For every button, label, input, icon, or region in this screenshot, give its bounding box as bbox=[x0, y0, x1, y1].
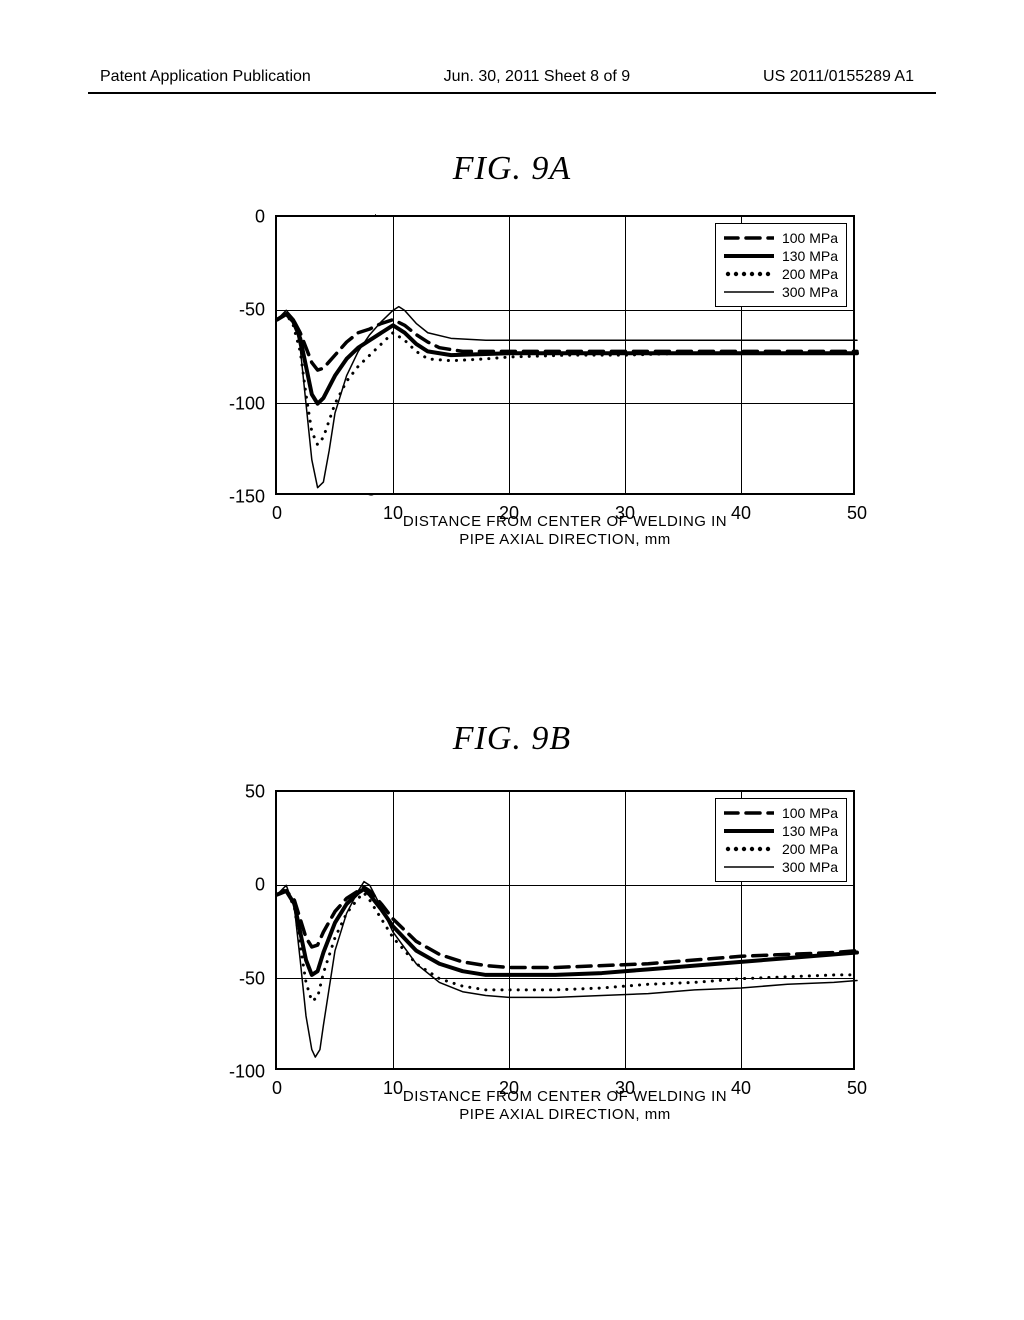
fig-9a-xlabel-line2: PIPE AXIAL DIRECTION, mm bbox=[459, 531, 670, 548]
legend-label: 200 MPa bbox=[782, 841, 838, 857]
legend-row: 100 MPa bbox=[724, 804, 838, 822]
fig-9b-plot-area: 01020304050500-50-100100 MPa130 MPa200 M… bbox=[275, 790, 855, 1070]
legend-row: 200 MPa bbox=[724, 840, 838, 858]
legend-label: 300 MPa bbox=[782, 284, 838, 300]
xtick-label: 40 bbox=[731, 1078, 751, 1099]
legend-row: 130 MPa bbox=[724, 822, 838, 840]
legend-label: 100 MPa bbox=[782, 230, 838, 246]
fig-9b-xlabel-line1: DISTANCE FROM CENTER OF WELDING IN bbox=[403, 1088, 727, 1105]
fig-9a-plot-area: 010203040500-50-100-150100 MPa130 MPa200… bbox=[275, 215, 855, 495]
legend: 100 MPa 130 MPa 200 MPa 300 MPa bbox=[715, 798, 847, 882]
ytick-label: 0 bbox=[255, 207, 265, 228]
header-left: Patent Application Publication bbox=[100, 68, 311, 86]
legend-row: 300 MPa bbox=[724, 858, 838, 876]
ytick-label: -150 bbox=[229, 487, 265, 508]
fig-9b-title-block: FIG. 9B bbox=[0, 720, 1024, 758]
fig-9b-chart: RESIDUAL STRESS IN PIPE AXIAL DIRECTION,… bbox=[275, 790, 855, 1070]
xtick-label: 40 bbox=[731, 503, 751, 524]
legend-swatch bbox=[724, 842, 774, 856]
fig-9a-title: FIG. 9A bbox=[453, 150, 571, 187]
header-rule bbox=[88, 92, 936, 94]
page-header: Patent Application Publication Jun. 30, … bbox=[0, 68, 1024, 86]
ytick-label: 50 bbox=[245, 782, 265, 803]
legend-swatch bbox=[724, 824, 774, 838]
ytick-label: -100 bbox=[229, 393, 265, 414]
legend-row: 300 MPa bbox=[724, 283, 838, 301]
legend-swatch bbox=[724, 285, 774, 299]
xtick-label: 0 bbox=[272, 503, 282, 524]
legend-swatch bbox=[724, 806, 774, 820]
header-center: Jun. 30, 2011 Sheet 8 of 9 bbox=[444, 68, 631, 86]
xtick-label: 10 bbox=[383, 1078, 403, 1099]
legend-label: 130 MPa bbox=[782, 823, 838, 839]
legend-label: 200 MPa bbox=[782, 266, 838, 282]
legend-label: 130 MPa bbox=[782, 248, 838, 264]
ytick-label: 0 bbox=[255, 875, 265, 896]
fig-9b-xlabel-line2: PIPE AXIAL DIRECTION, mm bbox=[459, 1106, 670, 1123]
fig-9b-title: FIG. 9B bbox=[453, 720, 571, 757]
header-right: US 2011/0155289 A1 bbox=[763, 68, 914, 86]
legend-label: 300 MPa bbox=[782, 859, 838, 875]
legend-row: 100 MPa bbox=[724, 229, 838, 247]
fig-9a-xlabel: DISTANCE FROM CENTER OF WELDING IN PIPE … bbox=[403, 513, 727, 551]
legend-row: 130 MPa bbox=[724, 247, 838, 265]
ytick-label: -100 bbox=[229, 1062, 265, 1083]
legend: 100 MPa 130 MPa 200 MPa 300 MPa bbox=[715, 223, 847, 307]
legend-swatch bbox=[724, 249, 774, 263]
legend-row: 200 MPa bbox=[724, 265, 838, 283]
legend-label: 100 MPa bbox=[782, 805, 838, 821]
fig-9a-title-block: FIG. 9A bbox=[0, 150, 1024, 188]
fig-9a-chart: RESIDUAL STRESS IN PIPE CIRCUMFERENTIAL … bbox=[275, 215, 855, 495]
xtick-label: 50 bbox=[847, 503, 867, 524]
legend-swatch bbox=[724, 267, 774, 281]
xtick-label: 0 bbox=[272, 1078, 282, 1099]
fig-9b-xlabel: DISTANCE FROM CENTER OF WELDING IN PIPE … bbox=[403, 1088, 727, 1126]
legend-swatch bbox=[724, 231, 774, 245]
xtick-label: 10 bbox=[383, 503, 403, 524]
ytick-label: -50 bbox=[239, 968, 265, 989]
xtick-label: 50 bbox=[847, 1078, 867, 1099]
legend-swatch bbox=[724, 860, 774, 874]
fig-9a-xlabel-line1: DISTANCE FROM CENTER OF WELDING IN bbox=[403, 513, 727, 530]
ytick-label: -50 bbox=[239, 300, 265, 321]
